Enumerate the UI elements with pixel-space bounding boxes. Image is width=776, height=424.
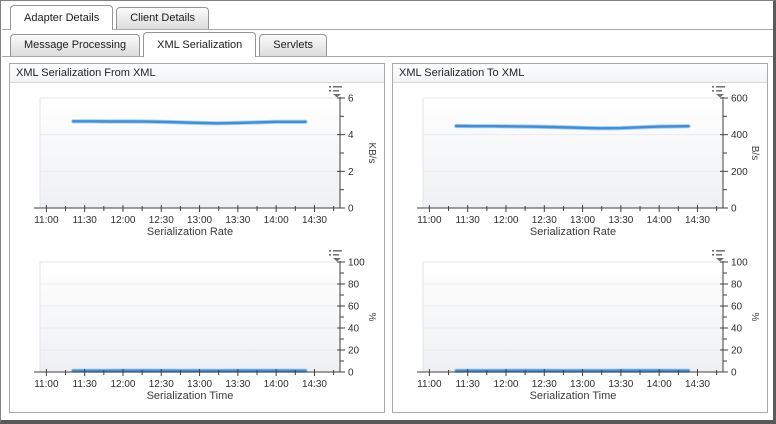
svg-text:14:30: 14:30	[302, 379, 327, 390]
svg-text:600: 600	[731, 94, 748, 105]
panel-xml-serialization-from-xml: XML Serialization From XML 11:00 11:30 12:…	[9, 63, 385, 413]
svg-text:0: 0	[348, 368, 354, 379]
svg-text:200: 200	[731, 167, 748, 178]
svg-text:11:00: 11:00	[34, 379, 59, 390]
svg-text:13:00: 13:00	[187, 215, 212, 226]
svg-text:12:30: 12:30	[149, 215, 174, 226]
chart-options-icon[interactable]	[712, 250, 725, 262]
svg-text:60: 60	[348, 302, 360, 313]
svg-text:14:30: 14:30	[302, 215, 327, 226]
y-axis-unit: %	[749, 313, 760, 322]
panel-title: XML Serialization From XML	[10, 64, 384, 83]
svg-text:80: 80	[731, 280, 743, 291]
svg-text:12:00: 12:00	[493, 215, 518, 226]
svg-text:13:30: 13:30	[225, 379, 250, 390]
plot-area	[423, 98, 723, 208]
chart-title: Serialization Time	[530, 390, 617, 402]
chart-options-icon[interactable]	[329, 250, 342, 262]
plot-area	[40, 262, 340, 372]
svg-text:14:30: 14:30	[685, 379, 710, 390]
svg-text:11:00: 11:00	[34, 215, 59, 226]
svg-text:14:00: 14:00	[647, 215, 672, 226]
svg-text:14:00: 14:00	[264, 215, 289, 226]
svg-text:13:30: 13:30	[608, 379, 633, 390]
svg-text:20: 20	[731, 346, 743, 357]
plot-area	[423, 262, 723, 372]
svg-text:13:00: 13:00	[570, 379, 595, 390]
chart-serialization-rate-to-xml: 11:00 11:30 12:00 12:30 13:00 13:30 14:00 14:30…	[417, 86, 760, 238]
tab-label: Message Processing	[24, 39, 127, 51]
svg-text:13:30: 13:30	[608, 215, 633, 226]
tab-label: Adapter Details	[24, 12, 100, 24]
chart-title: Serialization Time	[147, 390, 234, 402]
chart-serialization-rate-from-xml: 11:00 11:30 12:00 12:30 13:00 13:30 14:00 14:30…	[34, 86, 377, 238]
panel-xml-serialization-to-xml: XML Serialization To XML 11:00 11:30 12:00…	[392, 63, 768, 413]
secondary-tab-bar: Message Processing XML Serialization Ser…	[2, 31, 773, 57]
svg-text:60: 60	[731, 302, 743, 313]
svg-text:11:30: 11:30	[456, 215, 481, 226]
svg-text:0: 0	[731, 368, 737, 379]
tab-label: Client Details	[130, 12, 196, 24]
svg-text:14:30: 14:30	[685, 215, 710, 226]
tab-label: XML Serialization	[157, 39, 243, 51]
svg-text:14:00: 14:00	[647, 379, 672, 390]
y-axis-unit: %	[366, 313, 377, 322]
svg-text:13:00: 13:00	[187, 379, 212, 390]
svg-text:13:00: 13:00	[570, 215, 595, 226]
svg-text:12:00: 12:00	[110, 215, 135, 226]
svg-text:40: 40	[731, 324, 743, 335]
svg-text:14:00: 14:00	[264, 379, 289, 390]
svg-text:100: 100	[731, 258, 748, 269]
tab-adapter-details[interactable]: Adapter Details	[10, 5, 114, 30]
svg-text:0: 0	[731, 204, 737, 215]
svg-text:6: 6	[348, 94, 354, 105]
svg-text:400: 400	[731, 130, 748, 141]
chart-title: Serialization Rate	[530, 226, 616, 238]
tab-xml-serialization[interactable]: XML Serialization	[143, 32, 257, 57]
svg-text:12:00: 12:00	[110, 379, 135, 390]
svg-text:20: 20	[348, 346, 360, 357]
tab-label: Servlets	[273, 39, 314, 51]
tab-client-details[interactable]: Client Details	[116, 7, 210, 29]
svg-text:11:00: 11:00	[417, 379, 442, 390]
panel-title: XML Serialization To XML	[393, 64, 767, 83]
chart-serialization-time-from-xml: 11:00 11:30 12:00 12:30 13:00 13:30 14:00 14:30…	[34, 250, 377, 402]
plot-area	[40, 98, 340, 208]
svg-text:80: 80	[348, 280, 360, 291]
svg-text:11:30: 11:30	[456, 379, 481, 390]
svg-text:2: 2	[348, 167, 354, 178]
primary-tab-bar: Adapter Details Client Details	[2, 4, 773, 30]
svg-text:12:30: 12:30	[149, 379, 174, 390]
svg-text:12:30: 12:30	[532, 379, 557, 390]
svg-text:11:30: 11:30	[73, 379, 98, 390]
svg-text:12:30: 12:30	[532, 215, 557, 226]
svg-text:11:30: 11:30	[73, 215, 98, 226]
y-axis-unit: KB/s	[366, 142, 377, 163]
y-axis-unit: B/s	[749, 146, 760, 160]
tab-servlets[interactable]: Servlets	[259, 34, 328, 56]
chart-serialization-time-to-xml: 11:00 11:30 12:00 12:30 13:00 13:30 14:00 14:30…	[417, 250, 760, 402]
chart-options-icon[interactable]	[329, 86, 342, 98]
svg-text:0: 0	[348, 204, 354, 215]
chart-options-icon[interactable]	[712, 86, 725, 98]
svg-text:4: 4	[348, 130, 354, 141]
svg-text:100: 100	[348, 258, 365, 269]
chart-title: Serialization Rate	[147, 226, 233, 238]
svg-text:11:00: 11:00	[417, 215, 442, 226]
svg-text:13:30: 13:30	[225, 215, 250, 226]
tab-message-processing[interactable]: Message Processing	[10, 34, 141, 56]
svg-text:12:00: 12:00	[493, 379, 518, 390]
svg-text:40: 40	[348, 324, 360, 335]
